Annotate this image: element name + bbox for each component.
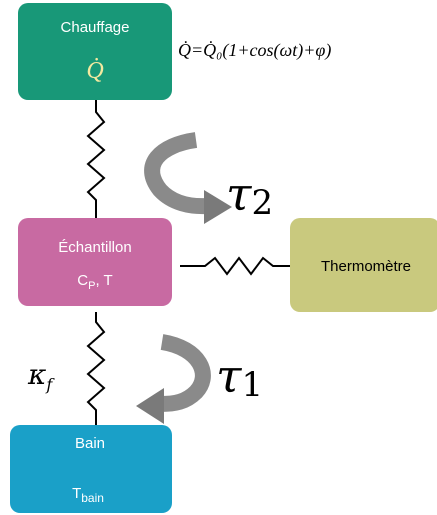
box-chauffage [18,3,172,100]
box-thermometre [290,218,437,312]
kappa-f: κf [27,358,55,394]
symbol-sub: P [88,280,95,292]
node-symbol: Tbain [72,485,104,505]
symbol-sub: bain [81,491,104,505]
box-echantillon [18,218,172,306]
node-label: Bain [75,435,105,452]
symbol-sub: 1 [241,365,263,405]
tau1: τ1 [216,349,263,405]
spring-right [180,256,290,276]
node-symbol: Q̇ [86,58,103,84]
node-symbol: CP, T [77,272,112,292]
spring-bottom [86,312,106,425]
symbol-base: C [77,272,88,289]
arrow-tau1 [159,334,211,412]
node-label: Thermomètre [321,258,411,275]
symbol-base: τ [226,167,253,221]
symbol-rest: , T [95,272,112,289]
spring-top [86,100,106,218]
arrow-tau1-head [136,388,164,424]
node-label: Chauffage [61,19,130,36]
box-bain [10,425,172,513]
formula: Q̇=Q̇₀(1+cos(ωt)+φ) [178,39,331,61]
symbol-base: κ [27,358,46,391]
arrow-tau2 [144,132,209,215]
symbol-base: τ [216,349,243,403]
symbol-sub: f [45,375,55,394]
symbol-sub: 2 [251,183,273,223]
arrow-tau2-head [204,190,232,224]
tau2: τ2 [226,167,273,223]
node-label: Échantillon [58,239,131,256]
symbol-base: T [72,485,81,502]
